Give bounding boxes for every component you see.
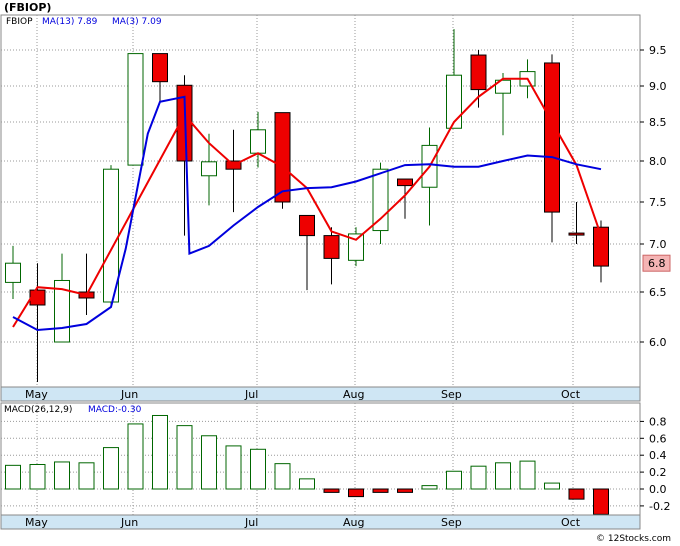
price-tick-label: 7.5 [649, 196, 667, 209]
month-label: May [25, 388, 48, 401]
candle-body [323, 235, 340, 259]
macd-month-label: Aug [343, 516, 364, 529]
macd-tick-label: -0.2 [649, 500, 670, 513]
macd-tick-label: 0.2 [649, 466, 667, 479]
macd-tick-label: 0.4 [649, 449, 667, 462]
candle-body [299, 214, 315, 237]
candle-body [470, 54, 487, 91]
macd-bar [201, 435, 217, 490]
month-label: Aug [343, 388, 364, 401]
macd-month-label: Jun [120, 516, 138, 529]
macd-bar [299, 478, 315, 490]
last-price-label: 6.8 [648, 257, 666, 270]
macd-month-label: Oct [561, 516, 581, 529]
macd-tick-label: 0.8 [649, 415, 667, 428]
price-tick-label: 6.5 [649, 286, 667, 299]
candle-body [201, 161, 217, 177]
macd-bar [470, 465, 487, 490]
macd-title: MACD(26,12,9) [4, 405, 72, 415]
price-tick-label: 6.0 [649, 336, 667, 349]
candle-body [127, 53, 144, 166]
ticker-label: FBIOP [6, 17, 33, 27]
month-label: Jul [244, 388, 258, 401]
candle-body [103, 168, 119, 303]
macd-bar [152, 414, 168, 490]
macd-bar [225, 445, 242, 490]
macd-value: MACD:-0.30 [88, 405, 142, 415]
macd-bar [519, 460, 536, 490]
footer-credit: © 12Stocks.com [596, 534, 671, 544]
price-tick-label: 9.5 [649, 44, 667, 57]
month-label: Oct [561, 388, 581, 401]
candle-body [274, 112, 291, 203]
month-label: Sep [441, 388, 462, 401]
macd-plot-area [0, 402, 641, 516]
ma13-line [12, 95, 602, 332]
chart-title: (FBIOP) [4, 1, 51, 14]
candle-body [152, 53, 168, 83]
macd-bar [54, 461, 70, 490]
macd-bar [103, 447, 119, 490]
macd-bar [274, 463, 291, 490]
macd-bar [421, 485, 438, 490]
macd-bar [372, 488, 389, 493]
macd-month-label: May [25, 516, 48, 529]
ma3-legend: MA(3) 7.09 [112, 17, 162, 27]
macd-month-label: Sep [441, 516, 462, 529]
candle-body [348, 233, 364, 261]
macd-bar [593, 488, 609, 515]
ma13-legend: MA(13) 7.89 [42, 17, 98, 27]
macd-bar [5, 464, 21, 490]
price-tick-label: 9.0 [649, 80, 667, 93]
macd-tick-label: 0.0 [649, 483, 667, 496]
macd-panel: 0.8 0.6 0.4 0.2 0.0 -0.2 MACD(26,12,9) MACD:-0.… [0, 402, 670, 530]
macd-bar [176, 425, 193, 490]
candle-body [397, 178, 413, 187]
candle-body [372, 168, 389, 232]
macd-bar [495, 462, 511, 490]
macd-bar [544, 482, 560, 490]
ma3-line [12, 77, 602, 328]
month-label: Jun [120, 388, 138, 401]
candle-body [5, 262, 21, 283]
price-tick-label: 7.0 [649, 238, 667, 251]
macd-bar [127, 423, 144, 490]
macd-tick-label: 0.6 [649, 432, 667, 445]
macd-bar [397, 488, 413, 493]
candle-body [495, 79, 511, 94]
price-panel: 9.5 9.0 8.5 8.0 7.5 7.0 6.5 6.0 FBIOP MA(13) 7.89… [0, 14, 671, 402]
candle-body [568, 232, 585, 236]
macd-bar [78, 462, 95, 490]
macd-bar [250, 448, 266, 490]
price-month-axis [0, 386, 641, 402]
candle-body [544, 62, 560, 213]
price-tick-label: 8.5 [649, 116, 667, 129]
macd-bar [568, 488, 585, 500]
macd-month-axis [0, 514, 641, 530]
last-price-box [642, 254, 671, 272]
macd-bar [29, 463, 46, 490]
price-tick-label: 8.0 [649, 155, 667, 168]
candle-body [250, 129, 266, 154]
macd-bar [446, 470, 462, 490]
macd-bar [323, 488, 340, 493]
macd-month-label: Jul [244, 516, 258, 529]
candle-body [593, 226, 609, 267]
macd-bar [348, 488, 364, 498]
candle-body [446, 74, 462, 129]
